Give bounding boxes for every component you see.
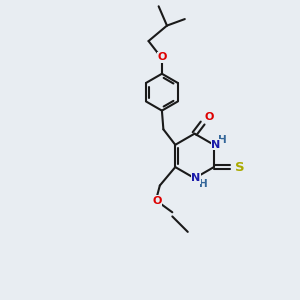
Text: S: S xyxy=(235,160,244,174)
Text: H: H xyxy=(199,179,207,189)
Text: N: N xyxy=(191,173,201,183)
Text: N: N xyxy=(211,140,220,150)
Text: O: O xyxy=(157,52,167,62)
Text: H: H xyxy=(218,135,227,145)
Text: O: O xyxy=(152,196,161,206)
Text: O: O xyxy=(204,112,214,122)
